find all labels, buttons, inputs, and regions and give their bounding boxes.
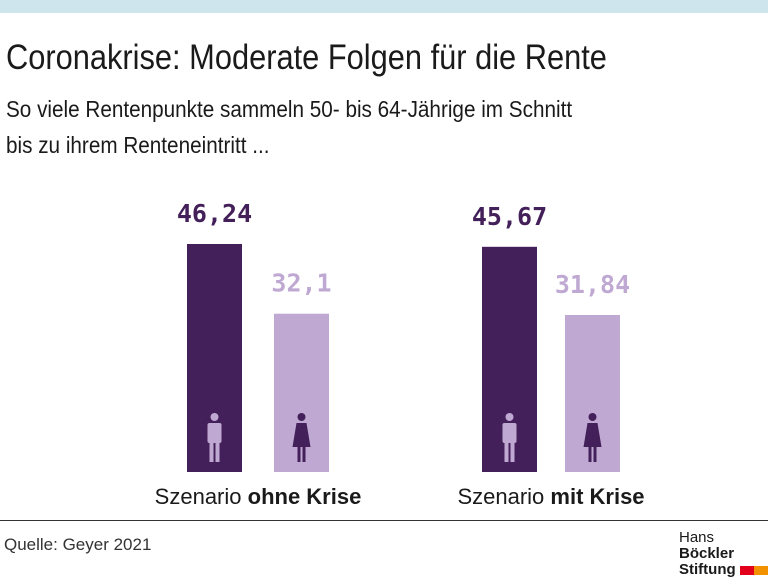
subtitle-line-2: bis zu ihrem Renteneintritt ... — [6, 132, 270, 158]
woman-icon — [292, 413, 311, 462]
source: Quelle: Geyer 2021 — [4, 535, 152, 554]
data-label: 46,24 — [177, 199, 252, 228]
divider — [0, 520, 768, 521]
woman-icon — [583, 413, 602, 462]
bar-chart: 46,24 32,1 Szenario ohne Krise 45,67 31,84 Sz… — [155, 199, 645, 509]
data-label: 31,84 — [555, 270, 630, 299]
chart-title: Coronakrise: Moderate Folgen für die Ren… — [6, 38, 607, 77]
category-label: Szenario ohne Krise — [155, 484, 362, 509]
data-label: 45,67 — [472, 202, 547, 231]
data-label: 32,1 — [271, 269, 331, 298]
bar-women-0 — [274, 313, 329, 472]
bar-women-1 — [565, 315, 620, 472]
subtitle-line-1: So viele Rentenpunkte sammeln 50- bis 64… — [6, 96, 573, 122]
man-icon — [207, 413, 222, 462]
logo: Hans Böckler Stiftung — [679, 530, 768, 578]
man-icon — [502, 413, 517, 462]
category-label: Szenario mit Krise — [457, 484, 644, 509]
top-band — [0, 0, 768, 13]
